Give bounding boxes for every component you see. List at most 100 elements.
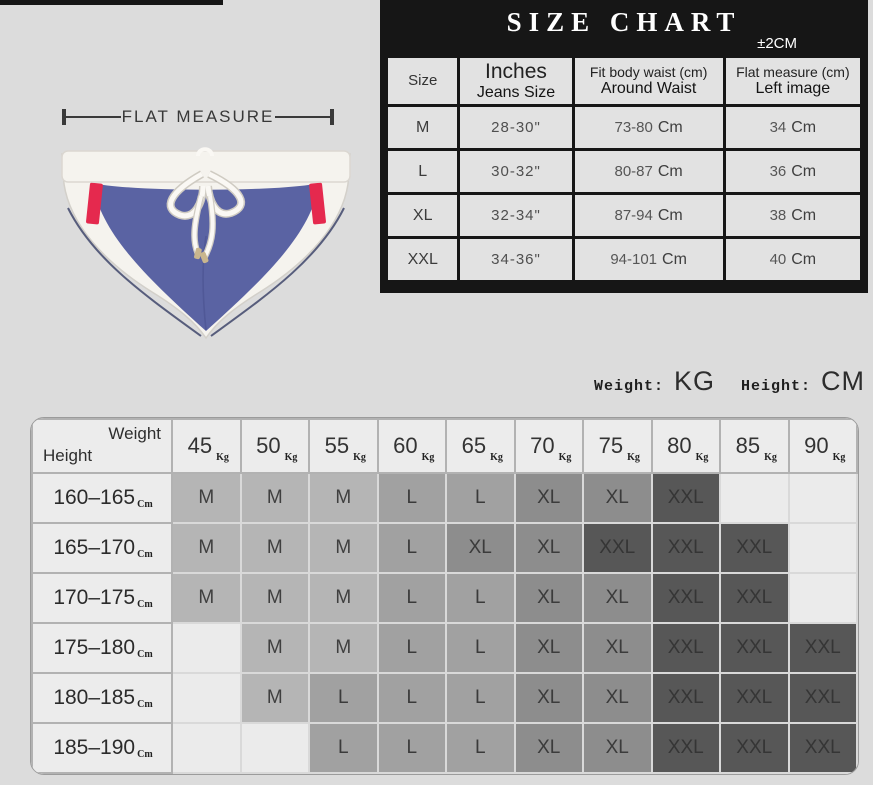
height-label-cell: 175–180 Cm bbox=[31, 622, 173, 674]
height-label-cell: 160–165 Cm bbox=[31, 472, 173, 524]
weight-unit: KG bbox=[673, 366, 715, 396]
matrix-empty-cell bbox=[171, 672, 242, 724]
top-decor-strip bbox=[0, 0, 223, 5]
waistband bbox=[61, 150, 351, 183]
matrix-size-cell-xl: XL bbox=[513, 672, 584, 724]
waist-value: 87-94 Cm bbox=[574, 195, 723, 236]
leg-piping-right bbox=[210, 207, 345, 337]
weight-header-cell: 75 Kg bbox=[582, 418, 653, 474]
matrix-size-cell-xxl: XXL bbox=[650, 572, 721, 624]
flat-value: 38 Cm bbox=[725, 195, 860, 236]
drawstring-top-loop bbox=[196, 147, 214, 157]
flat-value: 40 Cm bbox=[725, 239, 860, 280]
size-chart-row: XL 32-34" 87-94 Cm 38 Cm bbox=[388, 195, 860, 236]
matrix-empty-cell bbox=[239, 722, 310, 774]
size-chart-header-row: Size Inches Jeans Size Fit body waist (c… bbox=[388, 58, 860, 104]
matrix-size-cell-l: L bbox=[308, 722, 379, 774]
flat-measure-label: FLAT MEASURE bbox=[121, 107, 275, 126]
matrix-empty-cell bbox=[787, 472, 858, 524]
waist-value: 73-80 Cm bbox=[574, 107, 723, 148]
matrix-size-cell-m: M bbox=[308, 472, 379, 524]
flat-measure-annotation: FLAT MEASURE bbox=[62, 107, 335, 127]
matrix-size-cell-m: M bbox=[308, 522, 379, 574]
matrix-size-cell-xl: XL bbox=[513, 622, 584, 674]
weight-header-cell: 50 Kg bbox=[239, 418, 310, 474]
size-value: L bbox=[388, 151, 458, 192]
size-chart-row: XXL 34-36" 94-101 Cm 40 Cm bbox=[388, 239, 860, 280]
matrix-size-cell-m: M bbox=[171, 472, 242, 524]
measure-line-right bbox=[275, 116, 331, 118]
matrix-size-cell-xxl: XXL bbox=[787, 672, 858, 724]
height-label-cell: 185–190 Cm bbox=[31, 722, 173, 774]
red-stripe-right bbox=[309, 182, 326, 225]
matrix-size-cell-m: M bbox=[239, 572, 310, 624]
matrix-size-cell-l: L bbox=[376, 472, 447, 524]
corner-height-label: Height bbox=[43, 446, 93, 465]
height-label-cell: 180–185 Cm bbox=[31, 672, 173, 724]
matrix-size-cell-xxl: XXL bbox=[719, 722, 790, 774]
size-chart-title: SIZE CHART bbox=[506, 7, 742, 37]
product-image-swim-briefs bbox=[61, 147, 351, 340]
matrix-size-cell-xxl: XXL bbox=[719, 522, 790, 574]
size-chart-panel: SIZE CHART ±2CM Size Inches Jeans Size F… bbox=[380, 0, 868, 293]
matrix-size-cell-l: L bbox=[376, 572, 447, 624]
matrix-size-cell-xxl: XXL bbox=[787, 722, 858, 774]
matrix-header-row: Weight Height 45 Kg 50 Kg 55 Kg 60 Kg 65 Kg 70 Kg 75… bbox=[31, 418, 858, 474]
matrix-size-cell-xl: XL bbox=[513, 522, 584, 574]
matrix-row: 165–170 Cm M M M L XL XL XXL XXL XXL bbox=[31, 522, 858, 574]
matrix-size-cell-m: M bbox=[171, 522, 242, 574]
weight-header-cell: 90 Kg bbox=[787, 418, 858, 474]
size-value: M bbox=[388, 107, 458, 148]
flat-value: 34 Cm bbox=[725, 107, 860, 148]
matrix-size-cell-l: L bbox=[445, 572, 516, 624]
matrix-size-cell-xxl: XXL bbox=[719, 622, 790, 674]
matrix-size-cell-m: M bbox=[239, 622, 310, 674]
weight-header-cell: 65 Kg bbox=[445, 418, 516, 474]
matrix-row: 180–185 Cm M L L L XL XL XXL XXL XXL bbox=[31, 672, 858, 724]
size-chart-table: Size Inches Jeans Size Fit body waist (c… bbox=[385, 55, 863, 283]
matrix-size-cell-l: L bbox=[376, 622, 447, 674]
matrix-size-cell-xxl: XXL bbox=[582, 522, 653, 574]
weight-header-cell: 80 Kg bbox=[650, 418, 721, 474]
matrix-row: 170–175 Cm M M M L L XL XL XXL XXL bbox=[31, 572, 858, 624]
inches-value: 28-30" bbox=[460, 107, 572, 148]
matrix-size-cell-l: L bbox=[445, 722, 516, 774]
size-chart-body: M 28-30" 73-80 Cm 34 Cm L 30-32" 80-87 Cm 36 Cm XL 32… bbox=[388, 107, 860, 280]
matrix-empty-cell bbox=[787, 572, 858, 624]
waist-value: 80-87 Cm bbox=[574, 151, 723, 192]
matrix-size-cell-xxl: XXL bbox=[650, 722, 721, 774]
matrix-size-cell-xl: XL bbox=[445, 522, 516, 574]
matrix-empty-cell bbox=[719, 472, 790, 524]
weight-header-cell: 85 Kg bbox=[719, 418, 790, 474]
drawstring-ends bbox=[191, 195, 216, 264]
matrix-corner-cell: Weight Height bbox=[31, 418, 173, 474]
matrix-size-cell-l: L bbox=[376, 522, 447, 574]
matrix-size-cell-xl: XL bbox=[582, 672, 653, 724]
weight-header-cell: 60 Kg bbox=[376, 418, 447, 474]
matrix-size-cell-m: M bbox=[239, 472, 310, 524]
matrix-size-cell-xxl: XXL bbox=[650, 622, 721, 674]
weight-header-cell: 45 Kg bbox=[171, 418, 242, 474]
matrix-size-cell-xl: XL bbox=[582, 622, 653, 674]
header-inches: Inches Jeans Size bbox=[460, 58, 572, 104]
matrix-row: 160–165 Cm M M M L L XL XL XXL bbox=[31, 472, 858, 524]
measure-cap-left bbox=[62, 109, 66, 125]
matrix-empty-cell bbox=[171, 622, 242, 674]
panel-center-seam bbox=[202, 235, 207, 331]
matrix-size-cell-m: M bbox=[239, 672, 310, 724]
matrix-size-cell-xl: XL bbox=[513, 572, 584, 624]
waist-value: 94-101 Cm bbox=[574, 239, 723, 280]
height-label-cell: 165–170 Cm bbox=[31, 522, 173, 574]
size-matrix: Weight Height 45 Kg 50 Kg 55 Kg 60 Kg 65 Kg 70 Kg 75… bbox=[30, 417, 859, 775]
flat-value: 36 Cm bbox=[725, 151, 860, 192]
matrix-size-cell-l: L bbox=[376, 722, 447, 774]
matrix-body: 160–165 Cm M M M L L XL XL XXL 165–170 Cm M M M L XL XL XX… bbox=[31, 472, 858, 774]
size-chart-row: L 30-32" 80-87 Cm 36 Cm bbox=[388, 151, 860, 192]
matrix-size-cell-xxl: XXL bbox=[719, 672, 790, 724]
matrix-size-cell-xl: XL bbox=[582, 722, 653, 774]
size-value: XL bbox=[388, 195, 458, 236]
size-chart-row: M 28-30" 73-80 Cm 34 Cm bbox=[388, 107, 860, 148]
matrix-size-cell-xl: XL bbox=[582, 472, 653, 524]
matrix-size-cell-l: L bbox=[445, 672, 516, 724]
inches-value: 30-32" bbox=[460, 151, 572, 192]
